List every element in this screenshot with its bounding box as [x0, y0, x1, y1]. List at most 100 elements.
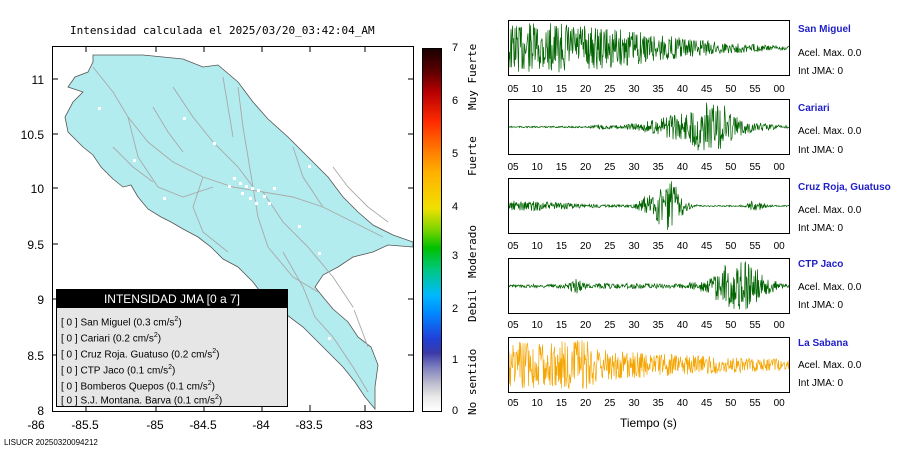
- legend-row-value: 0.2: [174, 349, 189, 361]
- legend-row-name: Bomberos Quepos: [80, 381, 164, 393]
- legend-row-code: [ 0 ]: [61, 395, 78, 407]
- x-tick-label: -84: [252, 418, 270, 432]
- waveform-line: [509, 260, 789, 310]
- time-tick-label: 35: [652, 241, 664, 252]
- time-tick-label: 40: [676, 320, 688, 331]
- station-acel: Acel. Max. 0.0: [798, 205, 862, 216]
- time-tick-label: 15: [555, 162, 567, 173]
- station-name[interactable]: CTP Jaco: [798, 259, 844, 270]
- time-tick-label: 45: [701, 320, 713, 331]
- station-name[interactable]: Cariari: [798, 103, 830, 114]
- scale-number: 5: [452, 148, 459, 160]
- scale-number: 4: [452, 201, 459, 213]
- time-tick-label: 05: [507, 162, 519, 173]
- x-tick-label: -85.5: [71, 418, 99, 432]
- waveform-trace: [509, 102, 789, 151]
- time-tick-label: 40: [676, 162, 688, 173]
- legend-row: [ 0 ] San Miguel (0.3 cm/s2): [61, 316, 182, 329]
- time-tick-row: 05 10 15 20 25 30 35 40 45 50 55 00: [507, 320, 790, 332]
- waveform-panel[interactable]: [508, 337, 790, 393]
- station-int: Int JMA: 0: [798, 378, 844, 389]
- legend-row-unit-exp: 2: [212, 348, 217, 355]
- y-tick-label: 8: [37, 404, 44, 418]
- legend-row-code: [ 0 ]: [61, 333, 78, 345]
- time-tick-label: 20: [580, 241, 592, 252]
- legend-title: INTENSIDAD JMA [0 a 7]: [57, 290, 287, 308]
- station-acel: Acel. Max. 0.0: [798, 360, 862, 371]
- legend-row-unit-exp: 2: [153, 332, 158, 339]
- legend-row-name: San Miguel: [80, 317, 131, 329]
- y-tick-label: 11: [31, 73, 44, 87]
- legend-row-name: Cariari: [80, 333, 110, 345]
- y-tick-label: 9: [37, 293, 44, 307]
- scale-label-no-sentido: No sentido: [466, 348, 479, 415]
- time-tick-label: 20: [580, 84, 592, 95]
- waveform-panel[interactable]: [508, 178, 790, 234]
- time-tick-label: 10: [531, 241, 543, 252]
- scale-number: 1: [452, 354, 459, 366]
- time-tick-label: 35: [652, 398, 664, 409]
- time-tick-label: 55: [749, 84, 761, 95]
- time-tick-label: 20: [580, 320, 592, 331]
- time-tick-label: 50: [725, 320, 737, 331]
- x-tick-label: -83.5: [295, 418, 323, 432]
- station-acel: Acel. Max. 0.0: [798, 48, 862, 59]
- time-tick-label: 50: [725, 162, 737, 173]
- time-tick-label: 30: [628, 398, 640, 409]
- station-name[interactable]: La Sabana: [798, 338, 849, 349]
- time-tick-label: 10: [531, 162, 543, 173]
- time-tick-label: 00: [773, 241, 785, 252]
- y-tick-label: 9.5: [27, 238, 44, 252]
- time-tick-label: 10: [531, 320, 543, 331]
- scale-label-moderado: Moderado: [466, 225, 479, 278]
- time-tick-label: 15: [555, 398, 567, 409]
- scale-number: 2: [452, 303, 459, 315]
- time-tick-row: 05 10 15 20 25 30 35 40 45 50 55 00: [507, 398, 790, 410]
- time-tick-label: 00: [773, 84, 785, 95]
- waveform-panel[interactable]: [508, 258, 790, 314]
- x-tick-label: -85: [146, 418, 164, 432]
- report-id: LISUCR 20250320094212: [4, 438, 98, 447]
- legend-row-name: S.J. Montana. Barva: [80, 395, 172, 407]
- legend-row: [ 0 ] CTP Jaco (0.1 cm/s2): [61, 364, 176, 377]
- legend-row-code: [ 0 ]: [61, 365, 78, 377]
- intensity-legend: INTENSIDAD JMA [0 a 7] [ 0 ] San Miguel …: [56, 289, 288, 407]
- time-tick-label: 55: [749, 162, 761, 173]
- y-tick-label: 10.5: [20, 128, 44, 142]
- time-tick-label: 10: [531, 84, 543, 95]
- legend-row: [ 0 ] Bomberos Quepos (0.1 cm/s2): [61, 380, 216, 393]
- waveform-line: [509, 23, 789, 73]
- legend-row-unit: cm/s: [191, 349, 213, 361]
- waveform-trace: [509, 23, 789, 73]
- station-int: Int JMA: 0: [798, 66, 844, 77]
- time-tick-label: 45: [701, 84, 713, 95]
- time-tick-label: 30: [628, 162, 640, 173]
- time-tick-label: 40: [676, 241, 688, 252]
- station-acel: Acel. Max. 0.0: [798, 282, 862, 293]
- waveform-panel[interactable]: [508, 99, 790, 155]
- costa-rica-map-svg: [53, 47, 413, 411]
- legend-row-value: 0.1: [130, 365, 145, 377]
- x-tick-label: -84.5: [189, 418, 217, 432]
- time-tick-label: 15: [555, 320, 567, 331]
- waveform-line: [509, 181, 789, 231]
- road-network: [92, 66, 389, 393]
- map-title: Intensidad calculada el 2025/03/20_03:42…: [70, 24, 375, 37]
- time-tick-label: 35: [652, 84, 664, 95]
- legend-row-unit: cm/s: [186, 381, 208, 393]
- legend-row-unit-exp: 2: [168, 364, 173, 371]
- time-tick-label: 25: [604, 162, 616, 173]
- station-name[interactable]: San Miguel: [798, 24, 851, 35]
- x-tick-label: -86: [27, 418, 45, 432]
- time-tick-label: 55: [749, 398, 761, 409]
- scale-label-muy-fuerte: Muy Fuerte: [466, 43, 479, 110]
- legend-row-code: [ 0 ]: [61, 381, 78, 393]
- waveform-panel[interactable]: [508, 20, 790, 76]
- time-tick-label: 40: [676, 84, 688, 95]
- time-tick-label: 40: [676, 398, 688, 409]
- legend-row-value: 0.3: [136, 317, 151, 329]
- legend-row: [ 0 ] Cruz Roja. Guatuso (0.2 cm/s2): [61, 348, 220, 361]
- station-name[interactable]: Cruz Roja, Guatuso: [798, 182, 891, 193]
- time-tick-label: 05: [507, 84, 519, 95]
- x-tick-label: -83: [355, 418, 373, 432]
